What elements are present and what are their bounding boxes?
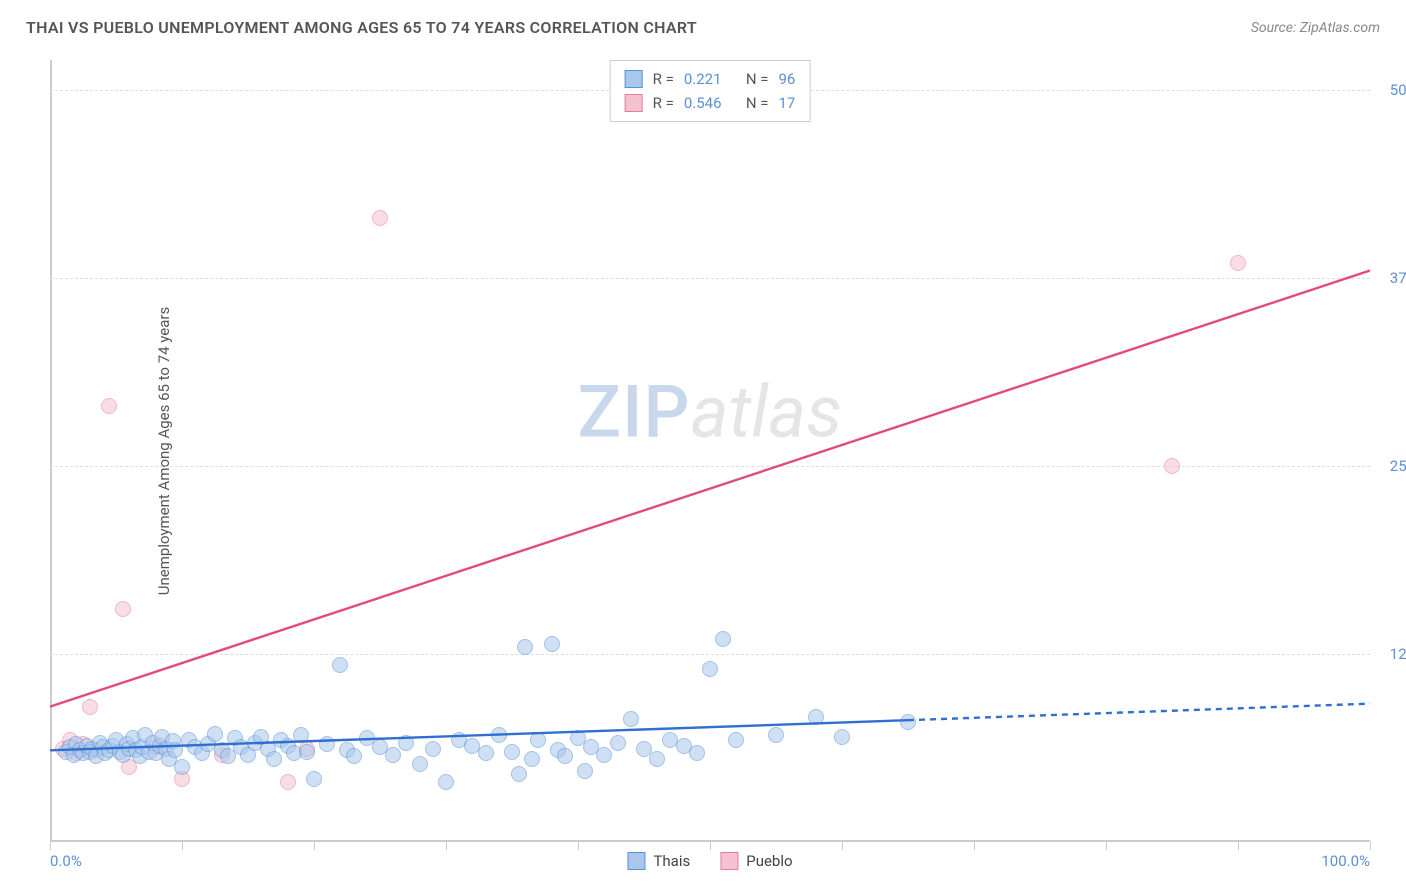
- trend-line: [50, 271, 1370, 707]
- scatter-point: [900, 714, 916, 730]
- y-tick-label: 37.5%: [1390, 269, 1406, 287]
- n-label: N =: [746, 67, 769, 91]
- r-value: 0.221: [684, 67, 736, 91]
- x-tick: [1370, 842, 1371, 850]
- scatter-point: [702, 661, 718, 677]
- trend-lines-layer: [50, 60, 1370, 842]
- scatter-point: [385, 747, 401, 763]
- scatter-point: [115, 601, 131, 617]
- legend-swatch: [625, 70, 643, 88]
- y-axis-line: [50, 60, 52, 842]
- x-tick: [1238, 842, 1239, 850]
- scatter-point: [610, 735, 626, 751]
- scatter-point: [266, 751, 282, 767]
- scatter-point: [293, 727, 309, 743]
- scatter-point: [412, 756, 428, 772]
- scatter-point: [1164, 458, 1180, 474]
- scatter-point: [623, 711, 639, 727]
- correlation-legend: R = 0.221 N = 96 R = 0.546 N = 17: [610, 60, 811, 122]
- correlation-legend-row: R = 0.546 N = 17: [625, 91, 796, 115]
- r-label: R =: [653, 67, 674, 91]
- series-label: Pueblo: [746, 852, 792, 870]
- n-value: 96: [778, 67, 795, 91]
- source-credit: Source: ZipAtlas.com: [1251, 20, 1380, 36]
- x-tick-label: 100.0%: [1321, 852, 1370, 870]
- x-tick: [842, 842, 843, 850]
- n-label: N =: [746, 91, 769, 115]
- y-tick-label: 25.0%: [1390, 457, 1406, 475]
- series-legend-item: Thais: [627, 852, 690, 870]
- r-value: 0.546: [684, 91, 736, 115]
- scatter-point: [425, 741, 441, 757]
- scatter-point: [1230, 255, 1246, 271]
- scatter-point: [174, 759, 190, 775]
- scatter-point: [280, 774, 296, 790]
- legend-swatch: [627, 852, 645, 870]
- x-tick: [446, 842, 447, 850]
- x-tick: [710, 842, 711, 850]
- scatter-point: [438, 774, 454, 790]
- scatter-point: [596, 747, 612, 763]
- scatter-point: [530, 732, 546, 748]
- scatter-point: [101, 398, 117, 414]
- scatter-point: [491, 727, 507, 743]
- scatter-point: [346, 748, 362, 764]
- y-tick-label: 12.5%: [1390, 645, 1406, 663]
- scatter-point: [478, 745, 494, 761]
- scatter-point: [319, 736, 335, 752]
- x-tick: [578, 842, 579, 850]
- scatter-point: [728, 732, 744, 748]
- scatter-point: [715, 631, 731, 647]
- source-name: ZipAtlas.com: [1300, 20, 1380, 36]
- x-tick: [1106, 842, 1107, 850]
- scatter-point: [689, 745, 705, 761]
- scatter-point: [207, 726, 223, 742]
- gridline: [50, 278, 1370, 279]
- watermark: ZIPatlas: [578, 369, 843, 454]
- scatter-point: [808, 709, 824, 725]
- scatter-point: [834, 729, 850, 745]
- scatter-point: [167, 742, 183, 758]
- scatter-point: [557, 748, 573, 764]
- trend-line: [908, 704, 1370, 721]
- scatter-point: [649, 751, 665, 767]
- series-legend: Thais Pueblo: [627, 852, 792, 870]
- x-tick: [974, 842, 975, 850]
- series-label: Thais: [653, 852, 690, 870]
- scatter-point: [524, 751, 540, 767]
- source-prefix: Source:: [1251, 20, 1300, 36]
- gridline: [50, 654, 1370, 655]
- watermark-zip: ZIP: [578, 369, 691, 454]
- correlation-legend-row: R = 0.221 N = 96: [625, 67, 796, 91]
- scatter-point: [82, 699, 98, 715]
- x-tick: [50, 842, 51, 850]
- watermark-atlas: atlas: [690, 369, 842, 454]
- x-tick: [314, 842, 315, 850]
- scatter-point: [511, 766, 527, 782]
- chart-title: THAI VS PUEBLO UNEMPLOYMENT AMONG AGES 6…: [26, 18, 697, 37]
- scatter-point: [306, 771, 322, 787]
- legend-swatch: [720, 852, 738, 870]
- series-legend-item: Pueblo: [720, 852, 792, 870]
- r-label: R =: [653, 91, 674, 115]
- scatter-point: [504, 744, 520, 760]
- scatter-point: [768, 727, 784, 743]
- scatter-point: [332, 657, 348, 673]
- scatter-point: [372, 210, 388, 226]
- x-tick: [182, 842, 183, 850]
- legend-swatch: [625, 94, 643, 112]
- y-tick-label: 50.0%: [1390, 81, 1406, 99]
- n-value: 17: [778, 91, 795, 115]
- scatter-point: [398, 735, 414, 751]
- x-tick-label: 0.0%: [50, 852, 82, 870]
- scatter-point: [544, 636, 560, 652]
- scatter-point: [517, 639, 533, 655]
- chart-area: Unemployment Among Ages 65 to 74 years Z…: [50, 60, 1370, 842]
- scatter-point: [577, 763, 593, 779]
- scatter-point: [299, 744, 315, 760]
- plot-surface: ZIPatlas 12.5%25.0%37.5%50.0%0.0%100.0%: [50, 60, 1370, 842]
- chart-header: THAI VS PUEBLO UNEMPLOYMENT AMONG AGES 6…: [26, 18, 1380, 37]
